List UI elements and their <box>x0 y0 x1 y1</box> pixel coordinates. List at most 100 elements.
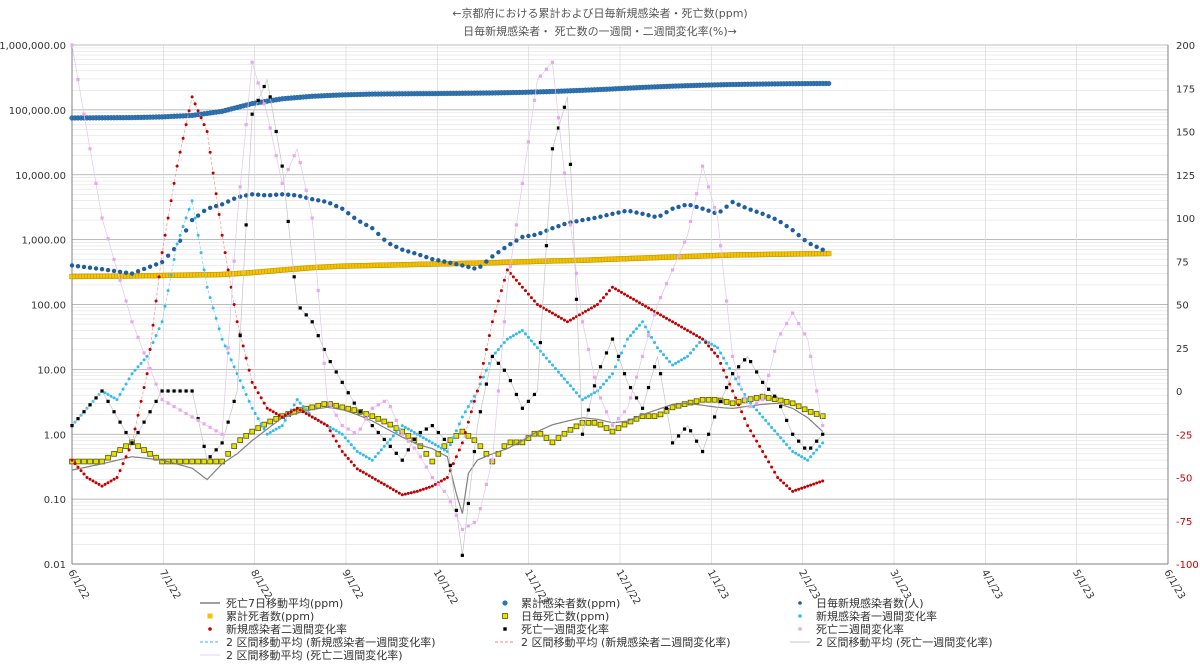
data-point <box>340 380 344 384</box>
legend-label: 日毎新規感染者数(人) <box>816 596 924 610</box>
data-point <box>514 238 519 243</box>
data-point <box>387 421 394 428</box>
data-point <box>677 360 681 364</box>
data-point <box>273 416 279 422</box>
data-point <box>544 356 548 360</box>
data-point <box>439 479 443 483</box>
data-point <box>346 211 351 216</box>
data-point <box>601 382 605 386</box>
data-point <box>662 353 666 357</box>
data-point <box>565 380 569 384</box>
data-point <box>626 294 630 298</box>
data-point <box>196 418 200 423</box>
legend-label: 2 区間移動平均 (死亡一週間変化率) <box>816 635 993 649</box>
data-point <box>803 332 807 336</box>
data-point <box>490 320 494 324</box>
data-point <box>231 196 237 201</box>
data-point <box>674 322 678 326</box>
data-point <box>352 463 356 467</box>
data-point <box>190 389 194 393</box>
data-point <box>789 400 796 407</box>
data-point <box>334 203 339 209</box>
data-point <box>592 215 597 221</box>
data-point <box>394 244 399 250</box>
data-point <box>391 488 395 492</box>
data-point <box>364 455 368 459</box>
data-point <box>400 424 404 428</box>
data-point <box>175 242 179 246</box>
data-point <box>460 263 465 268</box>
data-point <box>349 443 353 447</box>
data-point <box>550 226 555 231</box>
data-point <box>421 436 425 440</box>
data-point <box>202 444 206 448</box>
data-point <box>651 413 658 419</box>
data-point <box>277 425 281 429</box>
data-point <box>782 439 786 443</box>
data-point <box>100 216 104 220</box>
data-point <box>586 308 590 312</box>
data-point <box>644 304 648 308</box>
data-point <box>674 361 678 365</box>
data-point <box>201 458 207 465</box>
data-point <box>749 404 753 409</box>
data-point <box>487 334 491 338</box>
data-point <box>187 207 191 211</box>
data-point <box>761 380 765 384</box>
data-point <box>791 489 795 493</box>
data-point <box>331 434 335 438</box>
data-point <box>82 410 86 414</box>
data-point <box>622 410 627 414</box>
data-point <box>364 222 369 228</box>
y-left-tick-label: 100,000.00 <box>9 106 66 117</box>
data-point <box>190 199 194 203</box>
data-point <box>249 428 255 435</box>
data-point <box>514 392 519 397</box>
data-point <box>307 413 311 417</box>
data-point <box>424 254 429 260</box>
data-point <box>250 112 254 116</box>
data-point <box>682 427 687 431</box>
series-layer <box>69 43 832 557</box>
data-point <box>136 365 140 369</box>
data-point <box>304 408 308 412</box>
data-point <box>280 424 284 428</box>
data-point <box>517 282 521 286</box>
data-point <box>779 404 783 409</box>
data-point <box>403 492 407 496</box>
data-point <box>94 181 98 185</box>
data-point <box>571 387 575 391</box>
data-point <box>689 351 693 355</box>
data-point <box>139 399 143 403</box>
data-point <box>586 394 590 398</box>
data-point <box>267 192 273 198</box>
y-right-axis: 200 175 150 125 100 75 50 25 0 -25 -50 -75 -100 <box>1176 41 1199 571</box>
data-point <box>788 487 792 491</box>
data-point <box>69 263 75 268</box>
series-累計感染者数(ppm) <box>69 80 832 121</box>
data-point <box>394 431 398 435</box>
data-point <box>632 330 636 334</box>
data-point <box>202 268 206 272</box>
data-point <box>148 347 152 351</box>
data-point <box>220 233 224 237</box>
data-point <box>340 206 345 211</box>
data-point <box>701 337 705 341</box>
data-point <box>99 267 105 272</box>
series-死亡7日移動平均(ppm) <box>71 402 824 514</box>
data-point <box>448 443 452 447</box>
data-point <box>794 488 798 492</box>
data-point <box>665 356 669 360</box>
data-point <box>773 349 777 353</box>
data-point <box>538 304 542 308</box>
data-point <box>244 223 248 227</box>
data-point <box>598 299 602 303</box>
y-left-tick-label: 10.00 <box>37 365 66 376</box>
data-point <box>382 482 386 486</box>
data-point <box>484 382 488 386</box>
data-point <box>562 221 567 227</box>
data-point <box>472 399 476 403</box>
data-point <box>568 384 572 388</box>
data-point <box>87 265 93 270</box>
legend-label: 2 区間移動平均 (新規感染者一週間変化率) <box>226 635 436 649</box>
